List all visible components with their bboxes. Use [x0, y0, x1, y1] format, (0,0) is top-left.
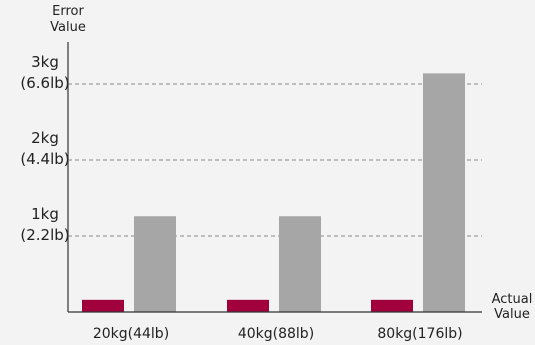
bar-layer [82, 73, 465, 312]
y-tick-label: 1kg [31, 205, 59, 223]
tick-layer: 1kg (2.2lb) 2kg (4.4lb) 3kg (6.6lb) 20kg(44lb)… [20, 53, 462, 342]
y-axis-title-line-2: Value [50, 20, 86, 35]
grid-layer [68, 83, 482, 237]
y-tick-label: 2kg [31, 129, 59, 147]
x-tick-label: 20kg(44lb) [93, 326, 169, 342]
bar [82, 299, 124, 312]
bar [279, 216, 321, 312]
x-tick-label: 80kg(176lb) [377, 326, 462, 342]
bar [371, 299, 413, 312]
x-axis-title-line-2: Value [494, 307, 530, 322]
y-tick-label: 3kg [31, 53, 59, 71]
y-tick-label: (2.2lb) [20, 226, 69, 244]
y-axis-title-line-1: Error [52, 4, 84, 19]
bar [423, 73, 465, 312]
x-tick-label: 40kg(88lb) [238, 326, 314, 342]
y-tick-label: (4.4lb) [20, 150, 69, 168]
bar [134, 216, 176, 312]
x-axis-title-line-1: Actual [492, 292, 533, 307]
bar [227, 299, 269, 312]
y-tick-label: (6.6lb) [20, 74, 69, 92]
